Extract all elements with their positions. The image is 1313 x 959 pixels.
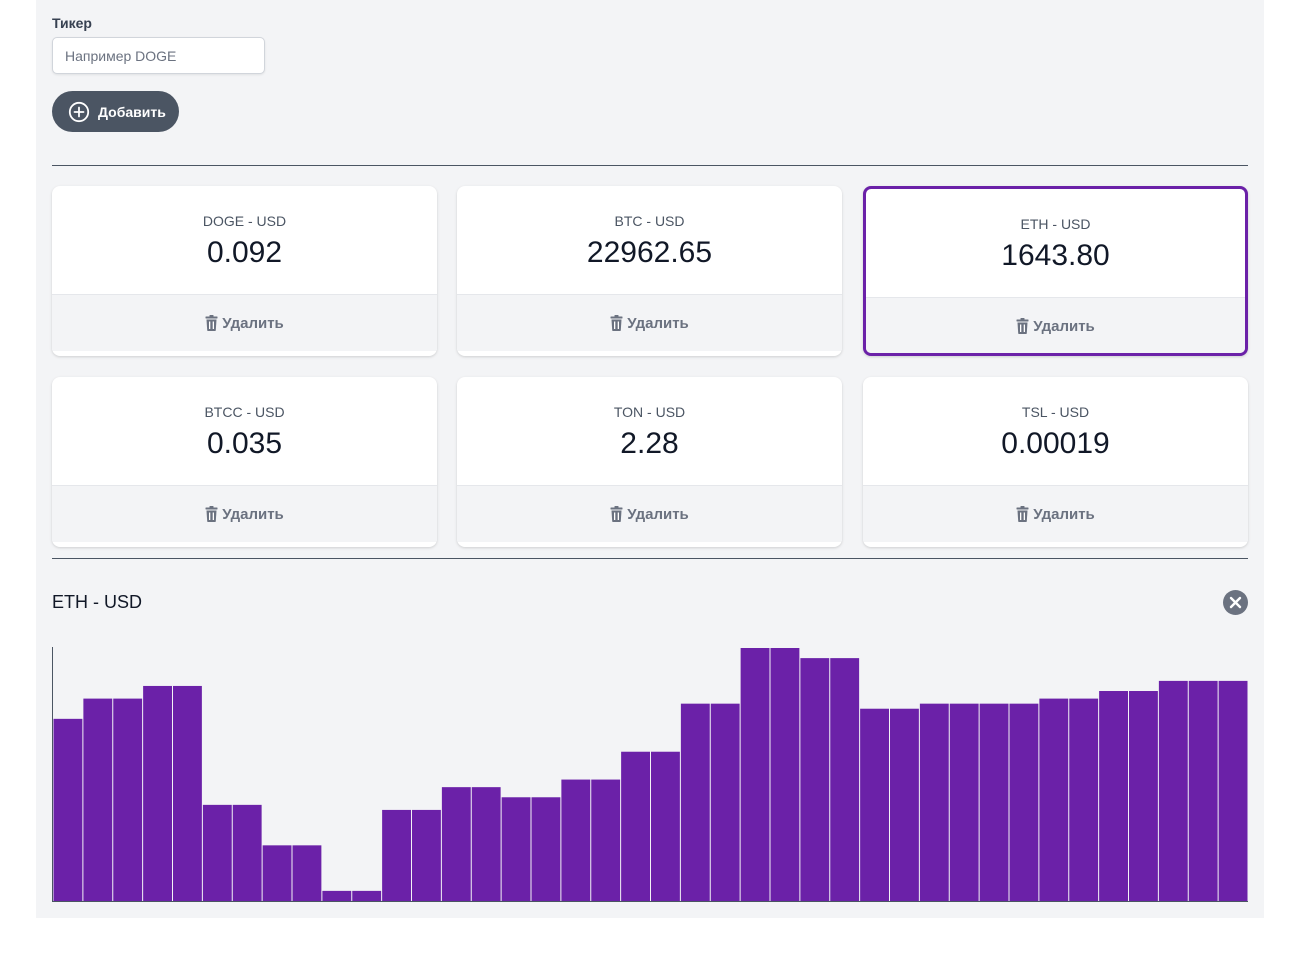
chart-bar [800, 658, 830, 901]
delete-label: Удалить [1033, 505, 1095, 523]
chart-bar [949, 703, 979, 901]
ticker-card[interactable]: ETH - USD 1643.80 Удалить [863, 186, 1248, 356]
ticker-name: TON - USD [613, 404, 686, 420]
ticker-card-body: ETH - USD 1643.80 [866, 189, 1245, 297]
ticker-name: DOGE - USD [202, 213, 287, 229]
ticker-card-body: TSL - USD 0.00019 [863, 377, 1248, 485]
trash-icon [610, 315, 623, 331]
chart-bar [591, 779, 621, 901]
delete-label: Удалить [627, 314, 689, 332]
ticker-price: 0.092 [206, 236, 283, 269]
chart-bar [232, 804, 262, 901]
ticker-card[interactable]: BTC - USD 22962.65 Удалить [457, 186, 842, 356]
close-icon [1223, 590, 1248, 615]
add-button[interactable]: Добавить [52, 91, 179, 132]
add-button-label: Добавить [98, 103, 166, 120]
chart-bar [352, 890, 382, 901]
divider-bottom [52, 558, 1248, 559]
chart-bar [1129, 691, 1158, 901]
chart-bar [621, 751, 650, 901]
ticker-card-body: DOGE - USD 0.092 [52, 186, 437, 294]
chart-bar [262, 845, 292, 901]
ticker-price: 0.00019 [1001, 427, 1110, 460]
chart-title: ETH - USD [52, 592, 142, 612]
ticker-name: ETH - USD [1020, 216, 1091, 232]
ticker-name: BTC - USD [614, 213, 685, 229]
ticker-price: 1643.80 [1001, 239, 1110, 272]
delete-label: Удалить [222, 314, 284, 332]
delete-label: Удалить [1033, 317, 1095, 335]
chart-bar [740, 648, 770, 901]
chart-bar [651, 751, 680, 901]
ticker-card-body: BTC - USD 22962.65 [457, 186, 842, 294]
chart-bar [860, 708, 889, 901]
chart-bar [441, 787, 471, 901]
ticker-label: Тикер [52, 15, 92, 31]
chart-bar [501, 797, 531, 901]
chart-bar [83, 698, 113, 901]
chart-bar [531, 797, 561, 901]
ticker-name: TSL - USD [1021, 404, 1090, 420]
chart-bar [1158, 680, 1188, 901]
ticker-price: 2.28 [620, 427, 679, 460]
divider-top [52, 165, 1248, 166]
ticker-card[interactable]: TON - USD 2.28 Удалить [457, 377, 842, 547]
ticker-input[interactable] [52, 37, 265, 74]
chart-bar [979, 703, 1009, 901]
delete-button[interactable]: Удалить [52, 485, 437, 542]
ticker-card-body: BTCC - USD 0.035 [52, 377, 437, 485]
chart-bar [412, 809, 441, 901]
delete-button[interactable]: Удалить [52, 294, 437, 351]
delete-button[interactable]: Удалить [457, 294, 842, 351]
chart-bar [1069, 698, 1099, 901]
chart-bar [1099, 691, 1128, 901]
ticker-price: 22962.65 [586, 236, 713, 269]
chart-bar [710, 703, 740, 901]
app-container: Тикер Добавить DOGE - USD0.092УдалитьBTC… [36, 0, 1264, 918]
chart-bar [202, 804, 232, 901]
delete-label: Удалить [222, 505, 284, 523]
chart-bar [53, 718, 83, 901]
chart-bar [1188, 680, 1218, 901]
chart-bar [143, 685, 172, 901]
chart-bar [113, 698, 143, 901]
trash-icon [205, 315, 218, 331]
chart-bar [322, 890, 352, 901]
chart-bar [1009, 703, 1039, 901]
chart-bar [561, 779, 591, 901]
chart-bar [890, 708, 919, 901]
chart-bar [680, 703, 710, 901]
trash-icon [610, 506, 623, 522]
close-chart-button[interactable] [1223, 590, 1248, 615]
chart-bar [830, 658, 860, 901]
ticker-card[interactable]: DOGE - USD 0.092 Удалить [52, 186, 437, 356]
price-chart [52, 647, 1248, 902]
ticker-card-body: TON - USD 2.28 [457, 377, 842, 485]
ticker-card[interactable]: BTCC - USD 0.035 Удалить [52, 377, 437, 547]
chart-bar [292, 845, 322, 901]
ticker-card[interactable]: TSL - USD 0.00019 Удалить [863, 377, 1248, 547]
delete-button[interactable]: Удалить [866, 297, 1245, 353]
chart-bar [382, 809, 411, 901]
chart-bar [770, 648, 800, 901]
delete-button[interactable]: Удалить [863, 485, 1248, 542]
trash-icon [205, 506, 218, 522]
chart-bar [919, 703, 949, 901]
chart-bar [1039, 698, 1069, 901]
plus-circle-icon [68, 101, 90, 123]
trash-icon [1016, 318, 1029, 334]
delete-button[interactable]: Удалить [457, 485, 842, 542]
chart-bar [1218, 680, 1248, 901]
chart-bar [173, 685, 202, 901]
ticker-name: BTCC - USD [204, 404, 285, 420]
chart-bar [471, 787, 501, 901]
ticker-price: 0.035 [206, 427, 283, 460]
delete-label: Удалить [627, 505, 689, 523]
trash-icon [1016, 506, 1029, 522]
